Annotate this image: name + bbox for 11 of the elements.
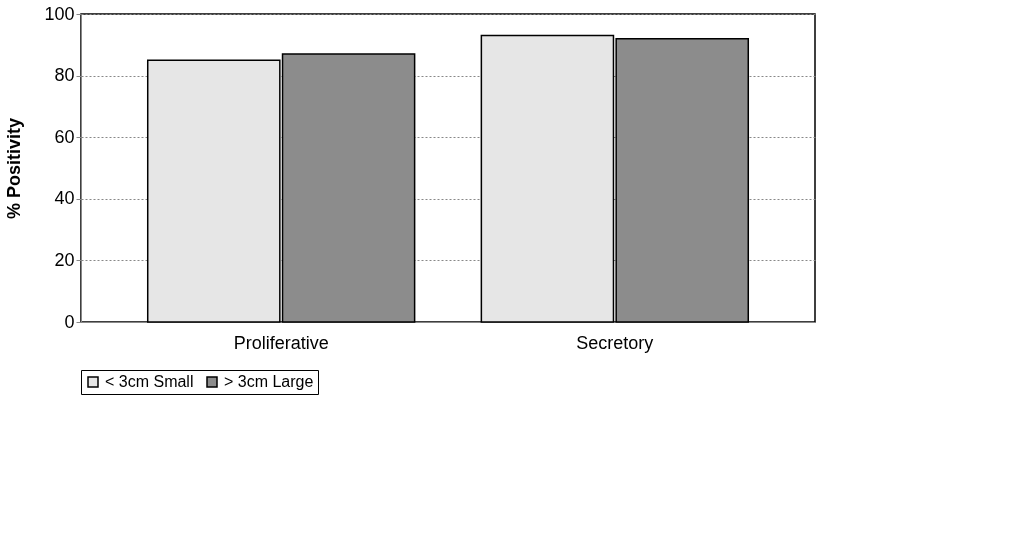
y-tick-label: 60 [54, 126, 75, 147]
y-tick-label: 100 [44, 3, 75, 24]
legend-label: > 3cm Large [224, 373, 314, 390]
y-tick-label: 0 [64, 311, 75, 332]
x-tick-label: Secretory [576, 332, 654, 353]
legend-label: < 3cm Small [105, 373, 194, 390]
y-tick-label: 80 [54, 65, 75, 86]
y-tick-label: 20 [54, 249, 75, 270]
x-tick-label: Proliferative [233, 332, 329, 353]
y-tick-label: 40 [54, 188, 75, 209]
y-axis-title: % Positivity [4, 117, 25, 220]
